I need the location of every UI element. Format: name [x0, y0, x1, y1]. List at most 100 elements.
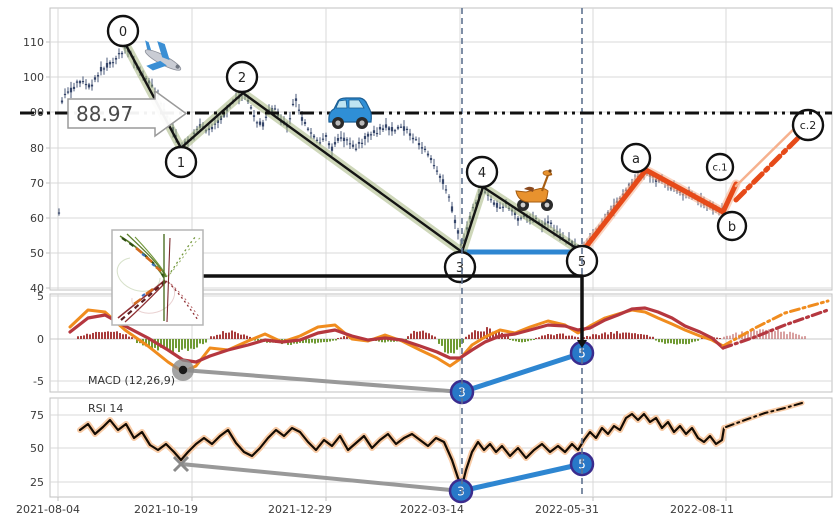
wave-label-circle[interactable]	[465, 155, 499, 189]
rsi-3-5-line	[458, 461, 585, 494]
macd-histogram-bar	[228, 332, 230, 339]
macd-histogram-bar	[798, 334, 800, 339]
macd-histogram-bar	[308, 339, 310, 344]
macd-histogram-bar	[634, 333, 636, 339]
candle-body	[489, 199, 493, 201]
wave-label-circle[interactable]	[791, 108, 825, 142]
macd-histogram-bar	[234, 331, 236, 339]
macd-histogram-bar	[521, 339, 523, 343]
price-axis-label: 70	[30, 177, 44, 190]
candle-body	[441, 179, 445, 184]
macd-histogram-bar	[110, 331, 112, 339]
indicator-wave-marker[interactable]	[448, 478, 474, 504]
inset-curve	[167, 235, 197, 277]
candle-body	[330, 146, 334, 151]
price-level-callout[interactable]	[67, 89, 188, 138]
macd-histogram-bar	[178, 339, 180, 353]
macd-3-5-line	[459, 350, 585, 395]
candle-body	[447, 196, 451, 198]
macd-histogram-bar	[682, 339, 684, 344]
macd-histogram-bar	[254, 339, 256, 341]
connector-arrowhead	[577, 340, 587, 348]
airplane-icon-part	[146, 60, 167, 71]
inset-curve	[141, 253, 156, 297]
rsi-gray-trendline	[179, 462, 463, 493]
rsi-panel-label: RSI 14	[88, 402, 123, 415]
macd-histogram-bar	[199, 339, 201, 344]
macd-histogram-bar	[243, 334, 245, 339]
candle-body	[450, 206, 454, 212]
candle-body	[333, 142, 337, 145]
macd-histogram-bar	[92, 332, 94, 339]
scooter-icon-part	[520, 202, 526, 208]
macd-histogram-bar	[314, 339, 316, 344]
candle-body	[399, 126, 403, 128]
macd-histogram-bar	[434, 336, 436, 339]
macd-histogram-bar	[777, 329, 779, 339]
macd-histogram-bar	[637, 334, 639, 339]
scooter-icon[interactable]	[515, 169, 553, 211]
car-icon[interactable]	[328, 97, 372, 129]
macd-histogram-bar	[628, 332, 630, 339]
macd-histogram-bar	[524, 339, 526, 342]
macd-histogram-bar	[477, 331, 479, 339]
wave-label-circle[interactable]	[225, 60, 259, 94]
macd-histogram-bar	[98, 332, 100, 339]
macd-histogram-bar	[219, 334, 221, 339]
macd-histogram-bar	[302, 339, 304, 344]
macd-histogram-bar	[771, 330, 773, 339]
candle-body	[300, 117, 304, 121]
candle-body	[90, 84, 94, 87]
macd-histogram-bar	[544, 335, 546, 339]
macd-histogram-bar	[676, 339, 678, 345]
macd-histogram-bar	[184, 339, 186, 349]
macd-histogram-bar	[747, 331, 749, 339]
candle-body	[384, 124, 388, 128]
candle-body	[306, 128, 310, 130]
macd-histogram-bar	[422, 330, 424, 339]
wave-label-circle[interactable]	[705, 152, 735, 182]
macd-histogram-bar	[795, 333, 797, 339]
macd-histogram-bar	[726, 335, 728, 339]
macd-histogram-bar	[553, 335, 555, 339]
macd-histogram-bar	[667, 339, 669, 344]
macd-histogram-bar	[685, 339, 687, 345]
macd-histogram-bar	[688, 339, 690, 344]
macd-histogram-bar	[320, 339, 322, 343]
indicator-wave-marker-label: 3	[457, 485, 465, 499]
scooter-icon-part	[544, 202, 550, 208]
candle-body	[366, 133, 370, 137]
date-axis-label: 2021-12-29	[268, 503, 332, 516]
wave-label-circle[interactable]	[106, 14, 140, 48]
wave-label-circle[interactable]	[716, 210, 748, 242]
macd-histogram-bar	[340, 337, 342, 339]
wave-label-circle[interactable]	[164, 145, 198, 179]
macd-histogram-bar	[729, 335, 731, 339]
candle-body	[273, 108, 277, 110]
macd-histogram-bar	[697, 339, 699, 341]
forecast-thin-line	[734, 118, 805, 188]
macd-histogram-bar	[246, 335, 248, 339]
macd-histogram-bar	[413, 330, 415, 339]
candle-body	[387, 127, 391, 131]
candle-body	[549, 222, 553, 224]
candle-body	[327, 143, 331, 146]
candle-body	[114, 57, 118, 60]
candle-body	[363, 136, 367, 139]
wave-label-circle[interactable]	[620, 142, 652, 174]
macd-histogram-bar	[237, 333, 239, 339]
macd-histogram-bar	[384, 339, 386, 343]
macd-histogram-bar	[574, 336, 576, 339]
wave-label-text: 2	[238, 71, 246, 86]
airplane-icon[interactable]	[134, 35, 187, 82]
fractal-inset-thumbnail[interactable]	[111, 229, 204, 326]
candle-body	[294, 98, 298, 101]
candle-body	[426, 153, 430, 156]
macd-histogram-bar	[323, 339, 325, 343]
macd-histogram-bar	[679, 339, 681, 344]
candle-body	[60, 100, 64, 103]
macd-axis-label: -5	[33, 375, 44, 388]
candle-body	[513, 212, 517, 216]
